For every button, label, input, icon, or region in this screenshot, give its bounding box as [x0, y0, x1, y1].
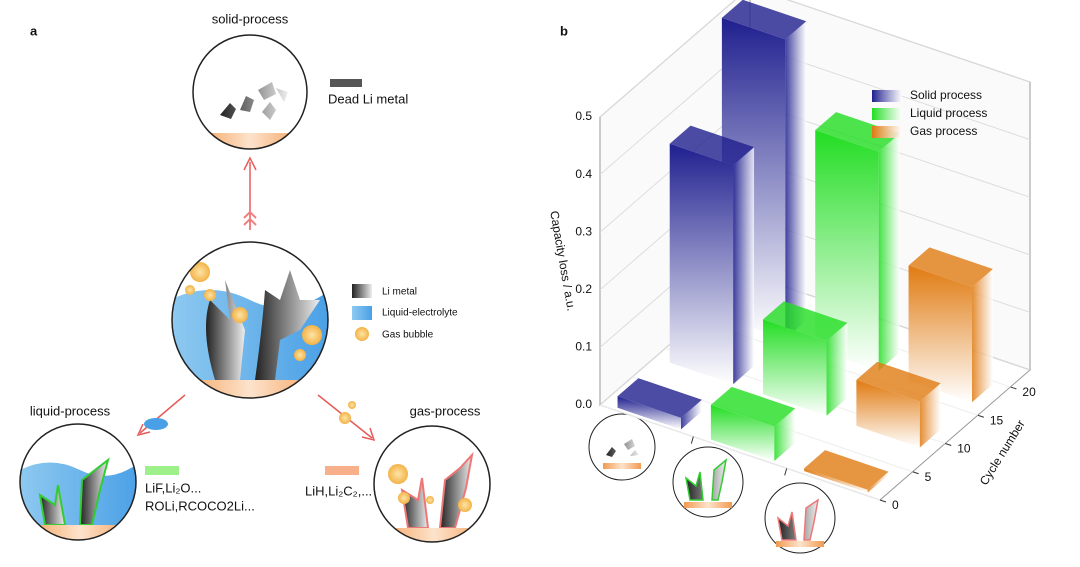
- legend-label: Liquid process: [910, 106, 987, 120]
- bar-side: [878, 133, 900, 371]
- y-tick-label: 0.0: [575, 397, 592, 411]
- legend-elec: Liquid-electrolyte: [382, 308, 458, 319]
- bar-top: [815, 112, 900, 152]
- gas-circle: [374, 451, 490, 542]
- bar-top: [908, 247, 993, 288]
- solid-circle: [193, 82, 307, 149]
- x-tick: [784, 468, 788, 476]
- bar-front: [669, 143, 734, 385]
- z-tick: [945, 443, 952, 446]
- bar-top: [856, 361, 941, 402]
- z-tick-label: 5: [925, 470, 932, 484]
- z-tick-label: 15: [990, 413, 1004, 427]
- bar-top: [617, 378, 702, 418]
- liquid-products: ROLi,RCOCO2Li...: [145, 498, 255, 513]
- bar-front: [763, 319, 827, 416]
- bar: [908, 247, 993, 403]
- bar-top: [669, 125, 755, 166]
- bar-front: [804, 468, 868, 493]
- bar: [856, 361, 941, 448]
- walls: [599, 0, 1031, 503]
- bar: [669, 125, 755, 385]
- z-tick: [912, 471, 919, 475]
- legend-gas: Gas bubble: [382, 330, 434, 341]
- bar: [617, 378, 702, 430]
- z-tick-label: 10: [957, 442, 971, 456]
- bar: [710, 386, 796, 462]
- z-tick: [879, 499, 887, 503]
- left-label: liquid-process: [30, 403, 111, 418]
- y-tick-label: 0.4: [575, 167, 592, 181]
- bar-front: [710, 404, 775, 462]
- legend-label: Solid process: [910, 88, 982, 102]
- panel-label: b: [560, 23, 568, 38]
- bar-top: [804, 450, 889, 490]
- y-tick-label: 0.2: [575, 282, 592, 296]
- legend-swatch: [872, 108, 902, 120]
- panel-a: a solid-process Dead Li metal Li metal L…: [19, 11, 491, 543]
- legend-li: Li metal: [382, 287, 417, 298]
- y-tick-label: 0.5: [575, 109, 592, 123]
- z-tick-label: 20: [1022, 385, 1036, 399]
- bar: [804, 450, 889, 493]
- bar: [763, 301, 848, 416]
- bar-side: [774, 408, 796, 462]
- bar-side: [867, 471, 889, 493]
- bar-side: [919, 383, 941, 448]
- bar: [815, 112, 900, 371]
- liquid-circle: [20, 457, 136, 540]
- right-label: gas-process: [410, 403, 481, 418]
- top-label: solid-process: [212, 11, 289, 26]
- grid-line: [599, 404, 881, 501]
- x-tick: [690, 436, 694, 444]
- y-tick-label: 0.3: [575, 224, 592, 238]
- bar-front: [815, 130, 879, 371]
- grid-line: [599, 0, 1031, 118]
- y-axis-label: Capacity loss / a.u.: [547, 210, 578, 312]
- bar-top: [763, 301, 848, 341]
- bar-side: [681, 399, 702, 430]
- liquid-products: LiF,Li₂O...: [145, 480, 201, 495]
- gas-products: LiH,Li₂C₂,...: [305, 483, 372, 498]
- bar-front: [856, 379, 920, 448]
- z-tick-label: 0: [892, 498, 899, 512]
- legend-swatch: [872, 90, 902, 102]
- center-circle: [172, 262, 328, 398]
- z-tick: [977, 414, 984, 418]
- bar-top: [710, 386, 796, 427]
- bar-side: [733, 147, 755, 385]
- dead-li-label: Dead Li metal: [328, 91, 408, 106]
- z-tick: [1010, 386, 1017, 390]
- legend-swatch: [872, 126, 902, 138]
- bar-side: [785, 21, 807, 339]
- panel-b: b: [560, 23, 836, 554]
- bar-side: [972, 268, 993, 403]
- y-tick-label: 0.1: [575, 340, 592, 354]
- bar-side: [826, 322, 848, 416]
- legend-label: Gas process: [910, 124, 977, 138]
- bar-front: [617, 396, 682, 430]
- panel-label: a: [30, 23, 38, 38]
- bar-top: [721, 0, 807, 40]
- bar-front: [908, 265, 973, 403]
- z-axis-label: Cycle number: [977, 417, 1028, 487]
